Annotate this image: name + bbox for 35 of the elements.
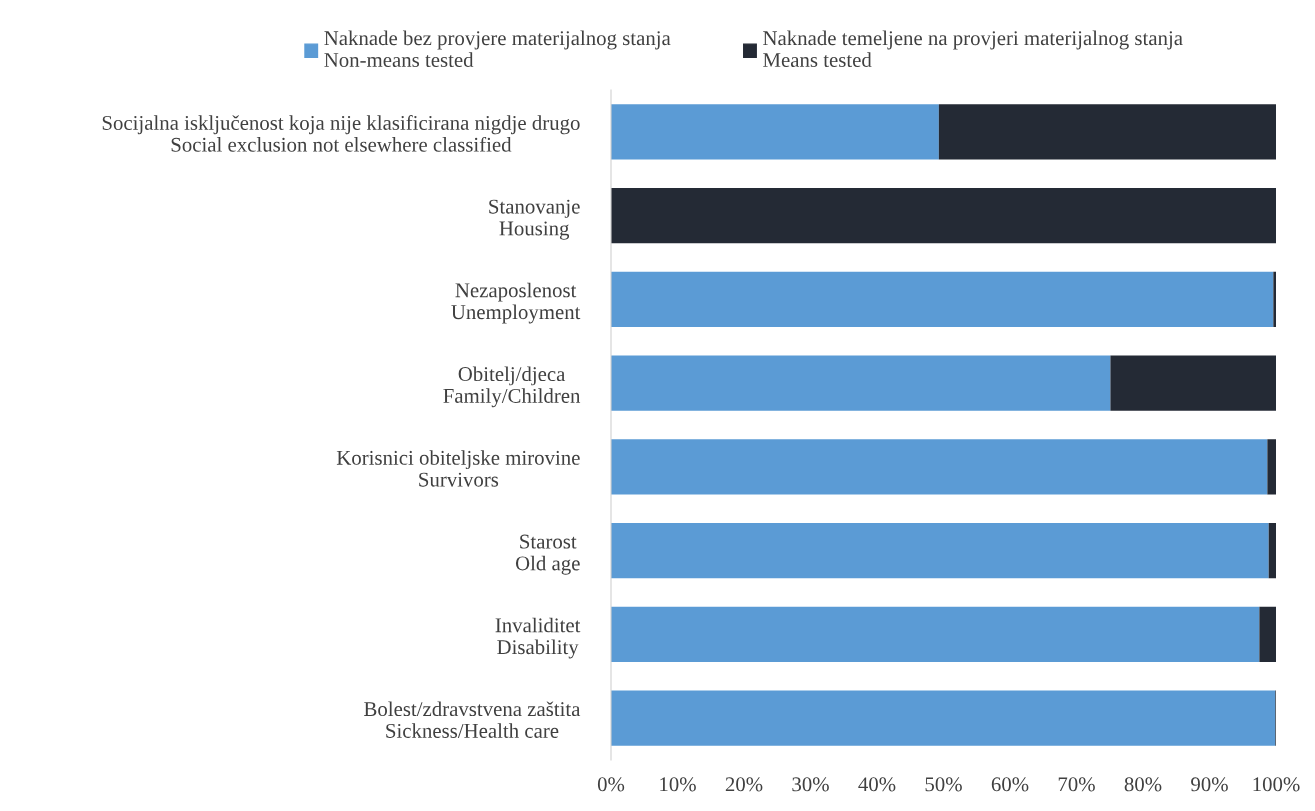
y-tick-label: Socijalna isključenost koja nije klasificirana nigdje drugo Social exclusion not elsewhere classified [102, 115, 580, 152]
bar [611, 271, 1274, 328]
y-tick-label: Obitelj/djeca Family/Children [443, 366, 581, 408]
bar [611, 355, 1111, 411]
bar [1273, 271, 1276, 328]
bar [1110, 355, 1276, 411]
bar [1268, 522, 1276, 579]
y-tick-label: Stanovanje Housing [489, 199, 580, 240]
bar [611, 104, 939, 160]
x-tick-label: 60% [991, 777, 1029, 792]
bar [1259, 606, 1276, 663]
y-tick-label: Bolest/zdravstvena zaštita Sickness/Health care [364, 701, 581, 738]
x-tick-label: 70% [1058, 777, 1095, 792]
x-tick-label: 30% [792, 777, 829, 792]
y-tick-label: Invaliditet Disability [495, 617, 581, 659]
y-tick-label: Starost Old age [515, 534, 580, 575]
x-tick-label: 80% [1124, 777, 1162, 792]
x-tick-label: 50% [925, 777, 962, 792]
bar [611, 187, 1276, 244]
y-tick-label: Korisnici obiteljske mirovine Survivors [336, 450, 580, 487]
x-tick-label: 10% [660, 777, 696, 792]
bar [611, 606, 1260, 663]
x-tick-label: 90% [1191, 777, 1228, 792]
legend-label: Naknade bez provjere materijalnog stanja Non-means tested [324, 30, 671, 68]
y-tick-label: Nezaposlenost Unemployment [451, 282, 581, 324]
bar [1267, 439, 1276, 495]
bar [611, 522, 1269, 579]
x-tick-label: 40% [858, 777, 896, 792]
x-tick-label: 100% [1253, 777, 1300, 792]
x-tick-label: 0% [597, 777, 625, 792]
bar [611, 439, 1268, 495]
legend-label: Naknade temeljene na provjeri materijalnog stanja Means tested [763, 30, 1183, 68]
bar [938, 104, 1276, 160]
x-tick-label: 20% [725, 777, 763, 792]
bar [611, 690, 1276, 746]
